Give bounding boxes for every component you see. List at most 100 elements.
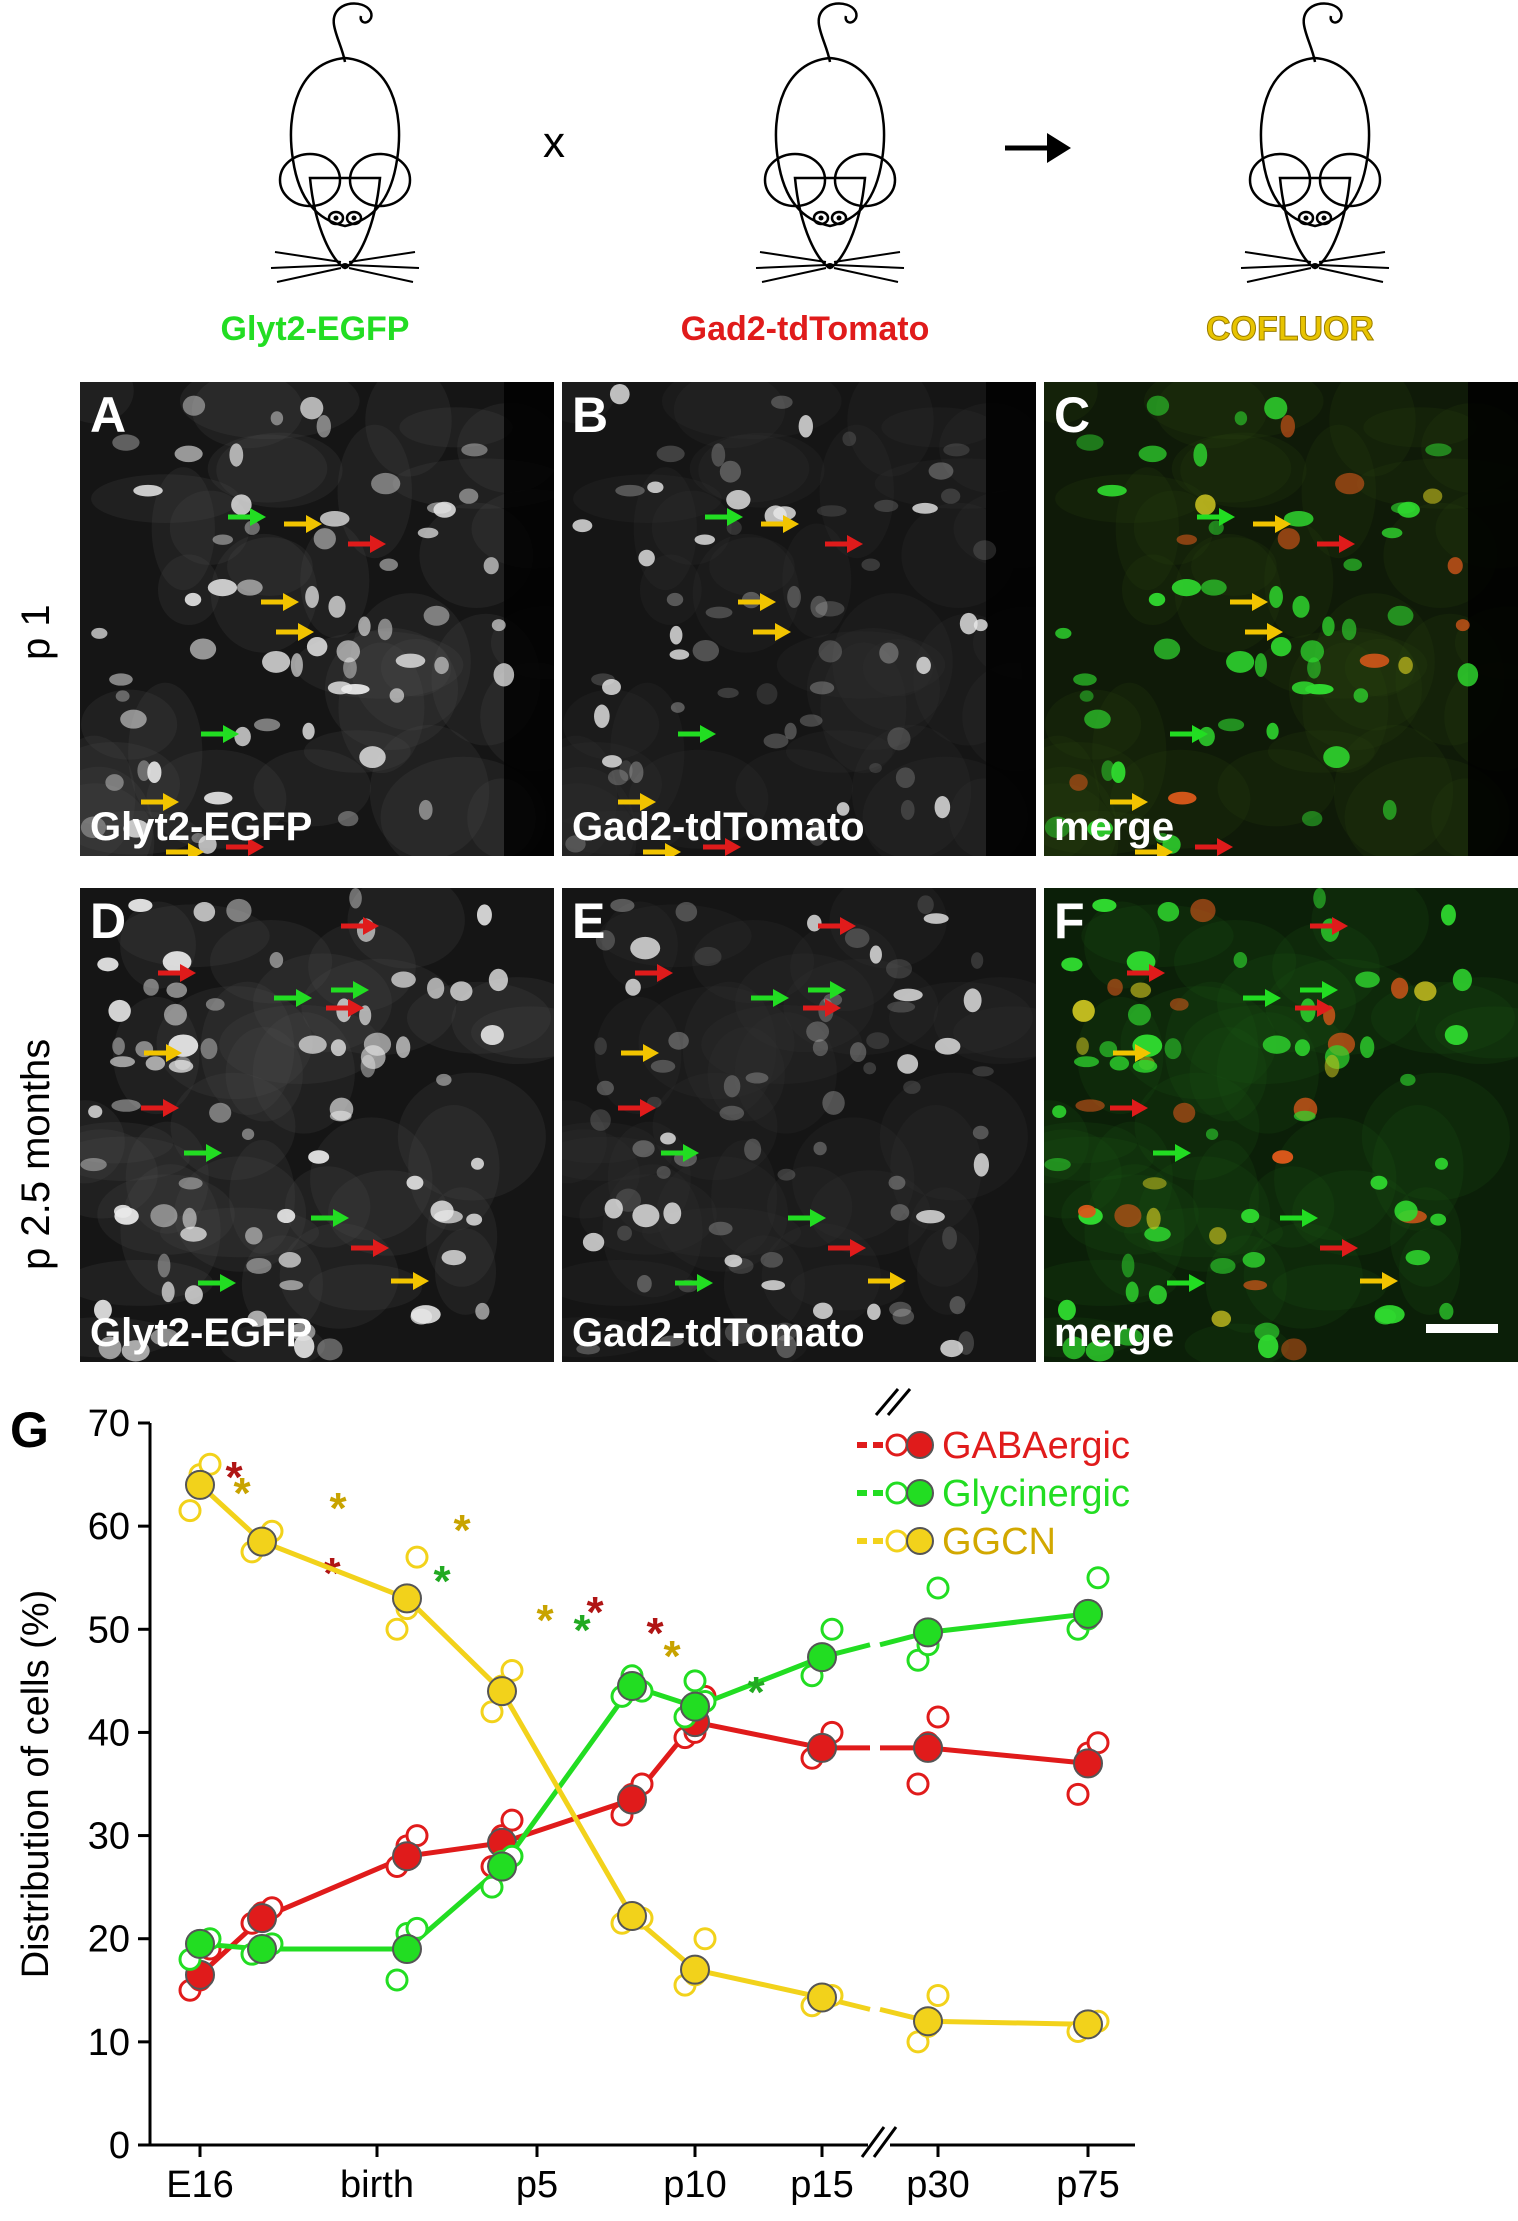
cell-arrow-icon	[618, 1099, 656, 1117]
panel-letter: D	[90, 893, 127, 949]
y-tick-label: 50	[88, 1609, 130, 1651]
x-tick-label: p75	[1056, 2164, 1119, 2206]
cell-arrow-icon	[643, 843, 681, 856]
cell-arrow-icon	[1195, 838, 1233, 856]
cell-arrow-icon	[1320, 1239, 1358, 1257]
mouse-tail	[817, 2, 858, 63]
mouse-tail	[1302, 2, 1343, 63]
mean-point	[392, 1583, 422, 1614]
mouse-cofluor-icon	[1240, 2, 1390, 283]
cell-arrow-icon	[1280, 1209, 1318, 1227]
mouse-head	[793, 176, 867, 270]
mean-point	[680, 1691, 710, 1722]
replicate-point	[385, 1968, 409, 1992]
mouse-ear-right	[833, 152, 897, 208]
mean-point	[247, 1934, 277, 1965]
cell-arrow-icon	[184, 1144, 222, 1162]
cell-arrow-icon	[675, 1274, 713, 1292]
y-tick-label: 70	[88, 1403, 130, 1445]
cell-arrow-icon	[703, 838, 741, 856]
mouse-whisker	[1318, 251, 1386, 263]
mouse-whisker	[348, 267, 414, 283]
micrograph-image	[80, 382, 554, 856]
legend-open-marker	[885, 1529, 909, 1553]
micrograph-image	[80, 888, 554, 1362]
micrograph-image	[1044, 382, 1518, 856]
mean-point	[680, 1954, 710, 1985]
mouse-pupil-right	[1321, 215, 1327, 221]
mouse-whisker	[755, 264, 827, 269]
mouse-pupil-left	[333, 215, 339, 221]
cell-arrow-icon	[1253, 515, 1291, 533]
panel-letter: F	[1054, 893, 1085, 949]
y-tick-label: 30	[88, 1816, 130, 1858]
legend-label: GABAergic	[942, 1425, 1130, 1467]
cell-arrow-icon	[276, 623, 314, 641]
significance-asterisk: *	[573, 1606, 591, 1655]
mean-point	[185, 1469, 215, 1500]
cell-arrow-icon	[326, 999, 364, 1017]
micrograph-image	[1044, 888, 1518, 1362]
cell-arrow-icon	[201, 725, 239, 743]
mouse-eye-right	[345, 210, 363, 226]
cell-arrow-icon	[751, 989, 789, 1007]
mouse-body	[1259, 56, 1371, 228]
mouse-body	[774, 56, 886, 228]
mean-point	[487, 1676, 517, 1707]
row-label-p2-5-months: p 2.5 months	[14, 1038, 58, 1270]
cell-arrow-icon	[738, 593, 776, 611]
mean-point	[617, 1901, 647, 1932]
legend: GABAergic Glycinergic GGCN	[857, 1425, 1130, 1563]
mouse-whisker	[833, 264, 905, 269]
cell-arrow-icon	[1110, 793, 1148, 811]
mouse-head	[1278, 176, 1352, 270]
chart-g: G 0 10 20 30 40 50 60 70 E16 birth p5 p10 p15 p30 p75 Di…	[0, 1385, 1518, 2216]
cross-times-sign: x	[543, 118, 565, 167]
mouse-whisker	[1318, 267, 1384, 283]
replicate-point	[926, 1983, 950, 2007]
legend-filled-marker	[906, 1431, 934, 1459]
cell-arrow-icon	[825, 535, 863, 553]
replicate-point	[926, 1576, 950, 1600]
cell-arrow-icon	[1167, 1274, 1205, 1292]
series-ggcn: * * ***	[178, 1452, 1110, 2054]
mouse-whisker	[348, 264, 420, 269]
cell-arrow-icon	[158, 964, 196, 982]
cell-arrow-icon	[1113, 1044, 1151, 1062]
panel-letter: G	[10, 1402, 49, 1458]
replicate-point	[693, 1927, 717, 1951]
micrograph-panel-e: E Gad2-tdTomato	[562, 888, 1036, 1362]
cell-arrow-icon	[1360, 1272, 1398, 1290]
significance-asterisk: *	[323, 1549, 341, 1598]
mean-point	[1073, 1598, 1103, 1629]
axis-break-mark	[872, 2126, 898, 2158]
cell-arrow-icon	[1110, 1099, 1148, 1117]
cell-arrow-icon	[705, 508, 743, 526]
mean-point	[807, 1982, 837, 2013]
mouse-nose	[1311, 263, 1319, 269]
series-line	[927, 1611, 1089, 1635]
cell-arrow-icon	[144, 1044, 182, 1062]
panel-caption: Glyt2-EGFP	[90, 1311, 313, 1355]
cell-arrow-icon	[1310, 917, 1348, 935]
mean-point	[487, 1851, 517, 1882]
significance-asterisk: *	[747, 1668, 765, 1717]
cell-arrow-icon	[1245, 623, 1283, 641]
cell-arrow-icon	[284, 515, 322, 533]
cell-arrow-icon	[1300, 981, 1338, 999]
replicate-point	[683, 1669, 707, 1693]
micrograph-image	[562, 382, 1036, 856]
mouse-whisker	[1244, 251, 1312, 263]
replicate-point	[906, 1772, 930, 1796]
series-line	[198, 1483, 823, 2000]
mouse-whisker	[348, 251, 416, 263]
mouse-gad2-icon	[755, 2, 905, 283]
cell-arrow-icon	[761, 515, 799, 533]
mean-point	[185, 1928, 215, 1959]
mouse-pupil-right	[836, 215, 842, 221]
series-line	[927, 1745, 1089, 1766]
replicate-point	[1066, 1782, 1090, 1806]
x-tick-label: p10	[663, 2164, 726, 2206]
